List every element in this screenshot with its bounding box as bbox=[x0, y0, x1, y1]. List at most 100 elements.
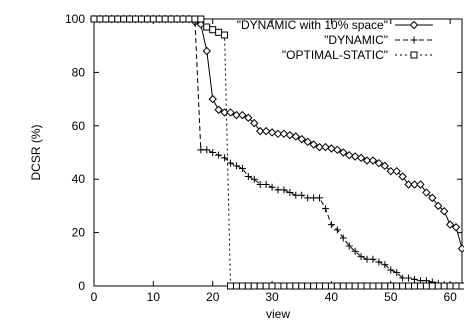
series-group bbox=[89, 14, 464, 290]
data-point bbox=[250, 282, 258, 290]
data-point bbox=[434, 282, 442, 290]
series-line bbox=[94, 18, 462, 287]
data-point bbox=[345, 242, 353, 250]
data-point bbox=[279, 129, 289, 139]
data-point bbox=[363, 282, 371, 290]
data-point bbox=[451, 223, 461, 232]
data-point bbox=[345, 282, 353, 290]
data-point bbox=[256, 282, 264, 290]
data-point bbox=[209, 26, 217, 34]
data-point bbox=[321, 205, 329, 213]
data-point bbox=[380, 161, 390, 171]
data-point bbox=[357, 282, 365, 290]
data-point bbox=[214, 105, 223, 114]
plot-border bbox=[93, 18, 463, 287]
data-point bbox=[173, 15, 181, 23]
data-point bbox=[292, 191, 300, 199]
data-point bbox=[422, 282, 430, 290]
data-point bbox=[262, 282, 270, 290]
data-point bbox=[244, 173, 252, 181]
data-point bbox=[375, 258, 383, 266]
data-point bbox=[405, 274, 413, 282]
data-point bbox=[232, 162, 240, 170]
data-point bbox=[428, 193, 437, 203]
data-point bbox=[327, 144, 336, 153]
data-point bbox=[268, 183, 276, 191]
y-tick-label: 100 bbox=[65, 12, 85, 26]
data-point bbox=[268, 282, 276, 290]
data-point bbox=[274, 186, 282, 194]
data-point bbox=[321, 142, 330, 152]
data-point bbox=[215, 151, 223, 159]
data-point bbox=[304, 282, 312, 290]
data-point bbox=[244, 113, 253, 122]
data-point bbox=[267, 128, 277, 137]
data-point bbox=[238, 282, 246, 290]
data-point bbox=[286, 282, 294, 290]
x-tick-label: 20 bbox=[206, 290, 220, 304]
data-point bbox=[226, 108, 235, 117]
x-tick-label: 50 bbox=[384, 290, 398, 304]
data-point bbox=[102, 15, 110, 23]
data-point bbox=[114, 15, 122, 23]
data-point bbox=[262, 181, 270, 189]
data-point bbox=[422, 188, 431, 197]
data-point bbox=[167, 15, 175, 23]
data-point bbox=[143, 15, 151, 23]
data-point bbox=[197, 15, 205, 23]
data-point bbox=[351, 247, 359, 255]
x-tick-label: 30 bbox=[265, 290, 279, 304]
data-point bbox=[215, 28, 223, 36]
data-point bbox=[238, 110, 247, 120]
data-point bbox=[411, 282, 419, 290]
data-point bbox=[297, 134, 306, 144]
data-point bbox=[298, 191, 306, 199]
data-point bbox=[375, 282, 383, 290]
data-point bbox=[393, 282, 401, 290]
data-point bbox=[452, 282, 460, 290]
data-point bbox=[96, 15, 104, 23]
legend-label: "OPTIMAL-STATIC" bbox=[282, 48, 388, 62]
x-axis: 0 10 20 30 40 50 60 bbox=[91, 19, 457, 304]
data-point bbox=[369, 282, 377, 290]
legend-label: "DYNAMIC" bbox=[324, 33, 388, 47]
legend-label: "DYNAMIC with 10% space" bbox=[237, 18, 388, 32]
data-point bbox=[255, 126, 265, 136]
data-point bbox=[179, 15, 187, 23]
data-point bbox=[298, 282, 306, 290]
data-point bbox=[108, 15, 116, 23]
data-point bbox=[428, 282, 436, 290]
data-point bbox=[392, 166, 401, 176]
data-point bbox=[363, 255, 371, 263]
y-tick-label: 60 bbox=[72, 119, 86, 133]
data-point bbox=[221, 154, 229, 162]
data-point bbox=[149, 15, 157, 23]
data-point bbox=[185, 15, 193, 23]
data-point bbox=[321, 282, 329, 290]
data-point bbox=[309, 140, 318, 149]
data-point bbox=[286, 189, 294, 197]
data-point bbox=[439, 207, 449, 216]
data-point bbox=[333, 226, 341, 234]
data-point bbox=[191, 15, 199, 23]
data-point bbox=[250, 175, 258, 183]
data-point bbox=[374, 158, 384, 168]
x-tick-label: 60 bbox=[443, 290, 457, 304]
x-tick-label: 40 bbox=[325, 290, 339, 304]
legend: "DYNAMIC with 10% space""DYNAMIC""OPTIMA… bbox=[237, 18, 433, 62]
data-point bbox=[399, 282, 407, 290]
data-point bbox=[339, 282, 347, 290]
data-point bbox=[203, 23, 211, 31]
data-point bbox=[238, 165, 246, 173]
data-point bbox=[227, 282, 235, 290]
data-point bbox=[292, 282, 300, 290]
series-3 bbox=[90, 15, 464, 290]
data-point bbox=[196, 20, 206, 29]
data-point bbox=[387, 282, 395, 290]
data-point bbox=[256, 181, 264, 189]
data-point bbox=[327, 221, 335, 229]
data-point bbox=[227, 159, 235, 167]
data-point bbox=[132, 15, 140, 23]
data-point bbox=[357, 253, 365, 261]
